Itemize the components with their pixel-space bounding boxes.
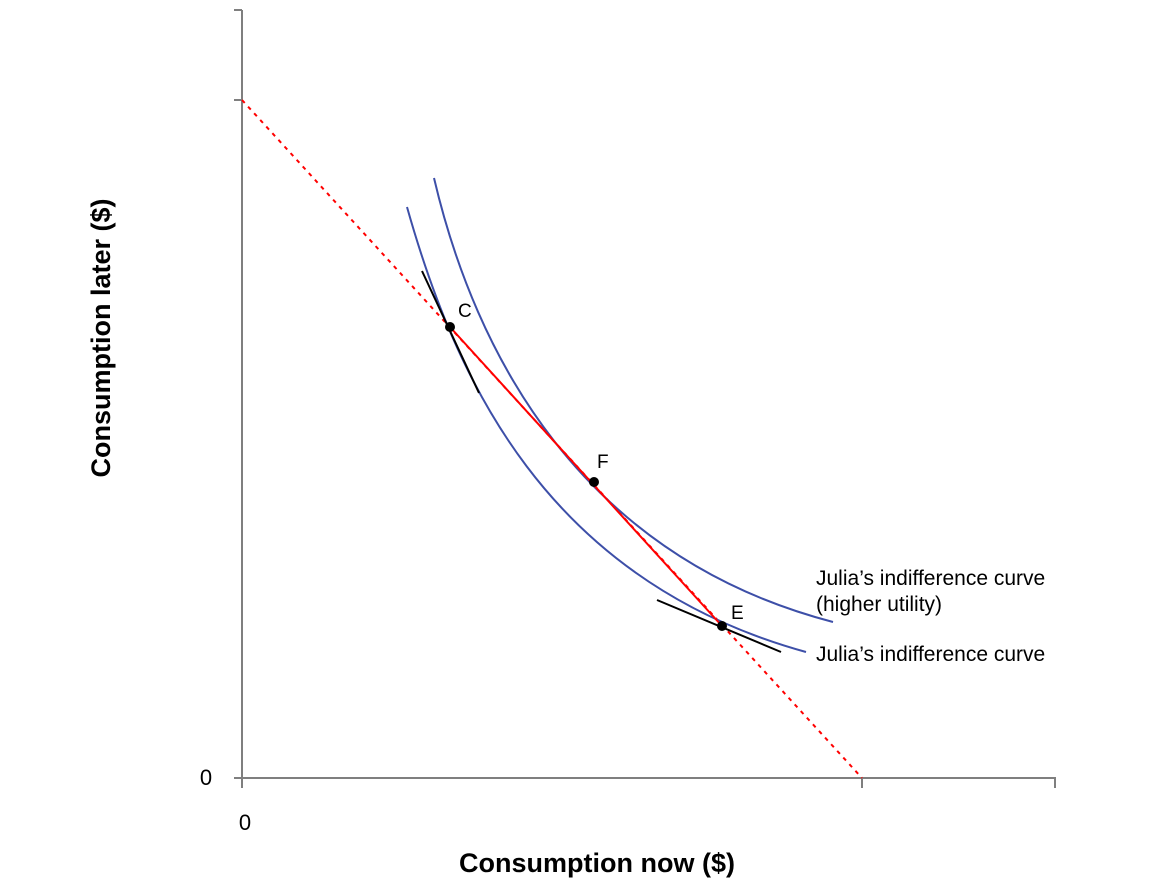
indifference-curve-lower bbox=[406, 206, 807, 653]
point-C-marker bbox=[445, 322, 455, 332]
point-F-label: F bbox=[597, 452, 609, 473]
y-axis-title: Consumption later ($) bbox=[86, 198, 116, 477]
axes bbox=[234, 9, 1056, 788]
point-E-marker bbox=[717, 621, 727, 631]
x-origin-label: 0 bbox=[239, 810, 251, 835]
higher-curve-label-line1: Julia’s indifference curve bbox=[816, 567, 1045, 590]
x-axis-title: Consumption now ($) bbox=[459, 848, 735, 878]
budget-line-segment bbox=[449, 326, 723, 627]
point-F-marker bbox=[589, 477, 599, 487]
lower-curve-label: Julia’s indifference curve bbox=[816, 643, 1045, 666]
higher-curve-label-line2: (higher utility) bbox=[816, 593, 942, 616]
point-C-label: C bbox=[458, 301, 472, 322]
point-E-label: E bbox=[731, 603, 744, 624]
indifference-curve-higher bbox=[433, 177, 834, 623]
y-origin-label: 0 bbox=[200, 765, 212, 790]
tangent-at-C bbox=[421, 270, 480, 394]
